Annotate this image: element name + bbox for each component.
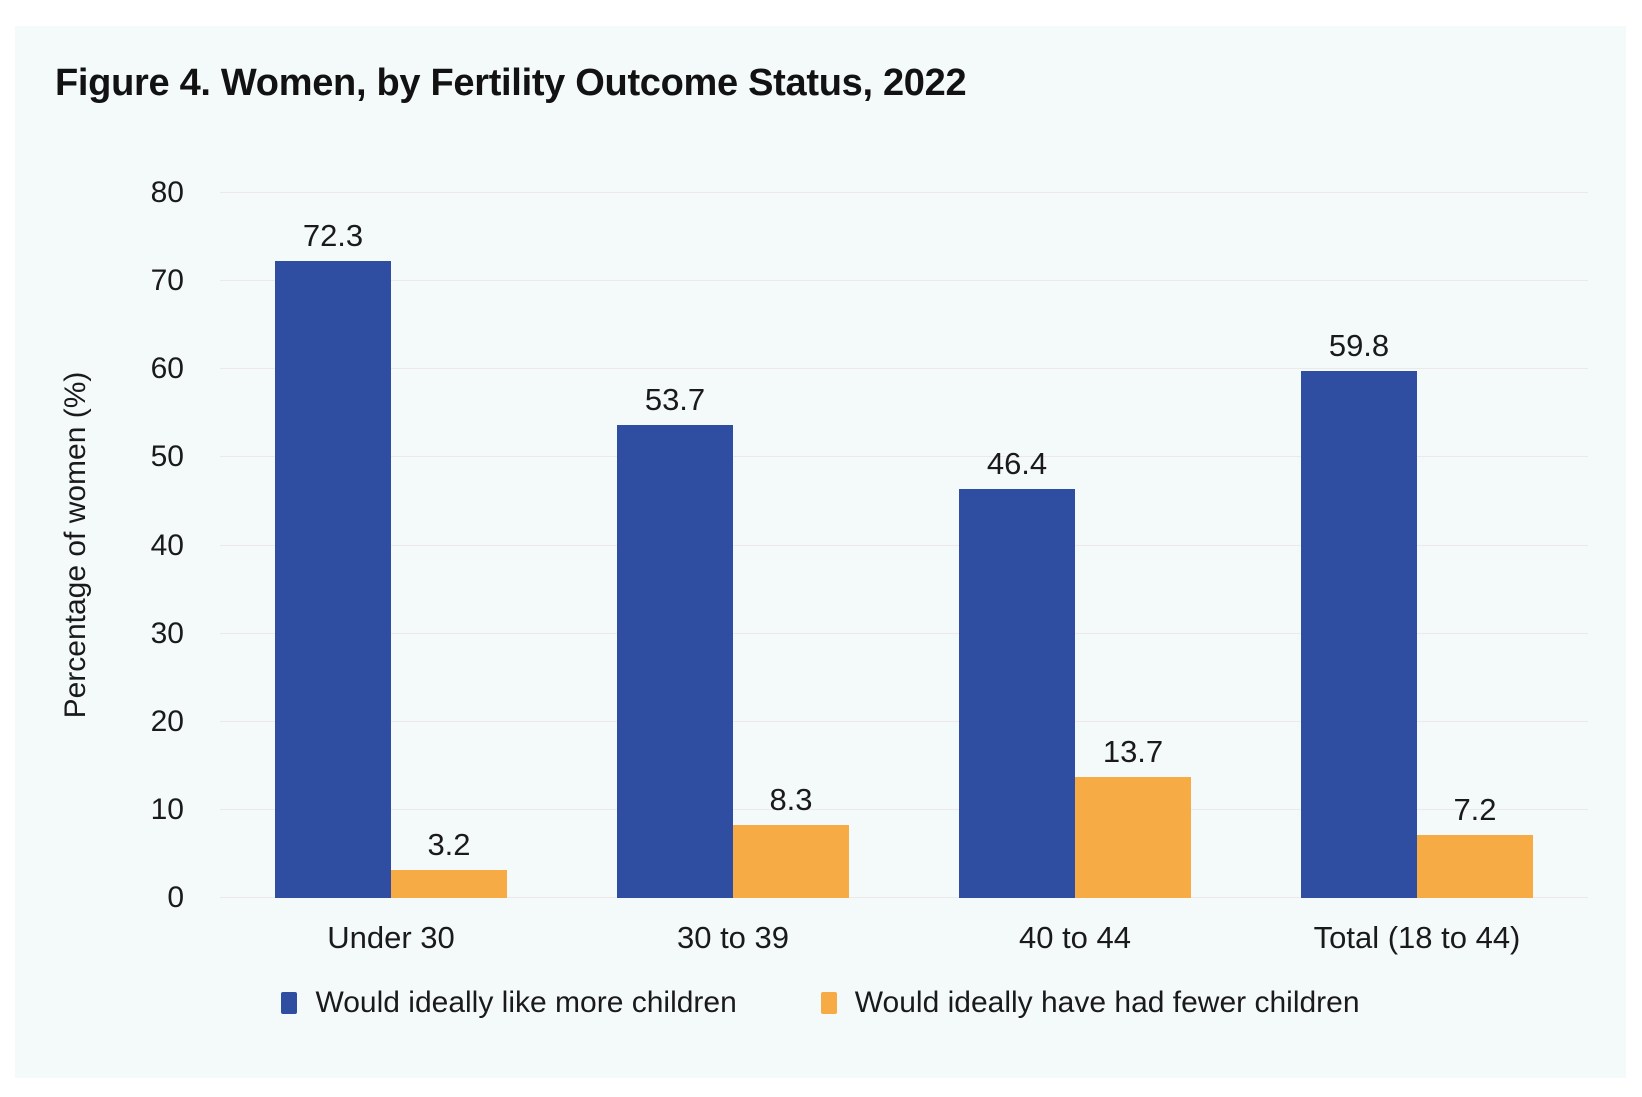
bar xyxy=(391,869,507,898)
y-tick-label: 20 xyxy=(150,704,184,738)
bar-column: 53.7 xyxy=(617,193,733,898)
bar-value-label: 59.8 xyxy=(1328,328,1390,364)
bar-value-label: 7.2 xyxy=(1453,791,1497,827)
legend-item: Would ideally like more children xyxy=(281,986,737,1020)
y-tick-label: 30 xyxy=(150,616,184,650)
bar-groups: 72.3 3.2 53.7 8.3 46.4 13.7 59.8 7.2 xyxy=(220,193,1588,898)
bar-column: 7.2 xyxy=(1417,193,1533,898)
x-axis-label: Under 30 xyxy=(327,920,455,955)
y-tick-label: 50 xyxy=(150,440,184,474)
x-axis-label: 30 to 39 xyxy=(676,920,790,955)
bar-column: 8.3 xyxy=(733,193,849,898)
bar xyxy=(733,824,849,898)
bar-value-label: 53.7 xyxy=(644,381,706,417)
legend-swatch xyxy=(820,992,837,1014)
legend-label: Would ideally like more children xyxy=(315,986,737,1019)
y-tick-label: 60 xyxy=(150,352,184,386)
legend: Would ideally like more children Would id… xyxy=(15,986,1626,1020)
bar-value-label: 72.3 xyxy=(302,217,364,253)
bar-column: 72.3 xyxy=(275,193,391,898)
figure-panel: Figure 4. Women, by Fertility Outcome St… xyxy=(15,26,1626,1078)
gridline xyxy=(220,632,1588,634)
x-axis-label: 40 to 44 xyxy=(1018,920,1132,955)
y-axis-ticks: 0 10 20 30 40 50 60 70 80 xyxy=(15,178,198,913)
bar-value-label: 3.2 xyxy=(427,826,471,862)
bar-column: 3.2 xyxy=(391,193,507,898)
bar xyxy=(1075,777,1191,898)
x-axis-label: Total (18 to 44) xyxy=(1313,920,1521,955)
bar xyxy=(959,489,1075,898)
bar-column: 13.7 xyxy=(1075,193,1191,898)
bar-column: 46.4 xyxy=(959,193,1075,898)
bar-group: 59.8 7.2 xyxy=(1246,193,1588,898)
bar-group: 46.4 13.7 xyxy=(904,193,1246,898)
bar xyxy=(1301,371,1417,898)
bar-value-label: 46.4 xyxy=(986,446,1048,482)
bar xyxy=(275,260,391,898)
bar xyxy=(617,424,733,898)
gridline xyxy=(220,897,1588,898)
legend-item: Would ideally have had fewer children xyxy=(820,986,1360,1020)
y-tick-label: 40 xyxy=(150,528,184,562)
bar xyxy=(1417,834,1533,898)
gridline xyxy=(220,808,1588,810)
gridline xyxy=(220,456,1588,458)
bar-group: 72.3 3.2 xyxy=(220,193,562,898)
bar-group: 53.7 8.3 xyxy=(562,193,904,898)
y-tick-label: 10 xyxy=(150,792,184,826)
gridline xyxy=(220,280,1588,282)
x-axis-labels: Under 30 30 to 39 40 to 44 Total (18 to 44) xyxy=(220,920,1588,956)
gridline xyxy=(220,368,1588,370)
bar-value-label: 8.3 xyxy=(769,781,813,817)
gridline xyxy=(220,192,1588,193)
legend-swatch xyxy=(281,992,298,1014)
figure-title: Figure 4. Women, by Fertility Outcome St… xyxy=(55,62,967,104)
y-tick-label: 70 xyxy=(150,264,184,298)
y-tick-label: 80 xyxy=(150,176,184,209)
gridline xyxy=(220,544,1588,546)
y-tick-label: 0 xyxy=(167,881,184,914)
bar-value-label: 13.7 xyxy=(1102,734,1164,770)
plot-area: 72.3 3.2 53.7 8.3 46.4 13.7 59.8 7.2 xyxy=(220,192,1588,898)
bar-column: 59.8 xyxy=(1301,193,1417,898)
gridline xyxy=(220,720,1588,722)
legend-label: Would ideally have had fewer children xyxy=(854,986,1360,1019)
